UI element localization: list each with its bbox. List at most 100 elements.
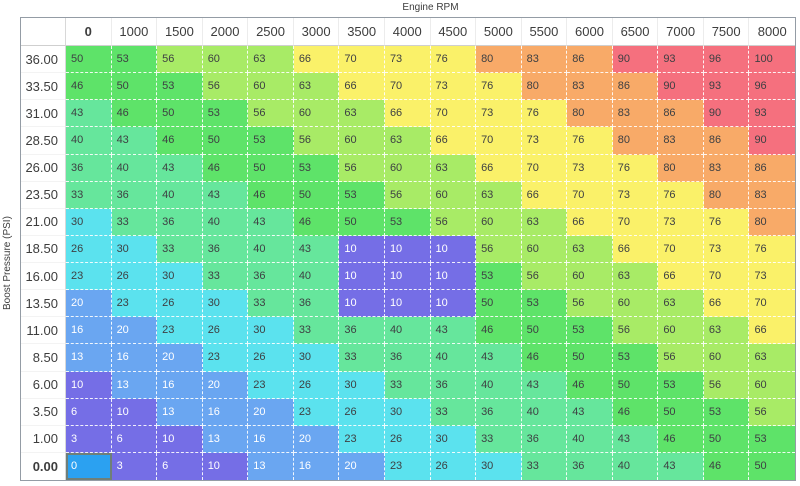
table-cell[interactable]: 36 xyxy=(339,317,385,345)
table-cell[interactable]: 46 xyxy=(521,344,568,372)
table-cell[interactable]: 76 xyxy=(476,73,522,101)
table-cell[interactable]: 26 xyxy=(66,235,112,263)
table-cell[interactable]: 50 xyxy=(612,371,659,399)
table-cell[interactable]: 33 xyxy=(339,344,385,372)
table-cell[interactable]: 43 xyxy=(157,154,203,182)
table-cell[interactable]: 10 xyxy=(339,263,385,291)
table-cell[interactable]: 83 xyxy=(612,100,659,128)
table-cell[interactable]: 16 xyxy=(157,371,203,399)
table-cell[interactable]: 36 xyxy=(157,208,203,236)
row-header[interactable]: 1.00 xyxy=(21,425,66,453)
table-cell[interactable]: 56 xyxy=(658,344,704,372)
table-cell[interactable]: 50 xyxy=(476,290,522,318)
column-header[interactable]: 5500 xyxy=(521,18,568,46)
table-cell[interactable]: 53 xyxy=(521,290,568,318)
table-cell[interactable]: 66 xyxy=(749,317,795,345)
table-cell[interactable]: 50 xyxy=(749,452,795,480)
table-cell[interactable]: 20 xyxy=(66,290,112,318)
table-cell[interactable]: 26 xyxy=(293,371,340,399)
table-cell[interactable]: 53 xyxy=(202,100,249,128)
table-cell[interactable]: 63 xyxy=(430,154,477,182)
table-cell[interactable]: 60 xyxy=(567,263,613,291)
table-cell[interactable]: 10 xyxy=(66,371,112,399)
table-cell[interactable]: 26 xyxy=(384,425,431,453)
table-cell[interactable]: 10 xyxy=(339,290,385,318)
table-cell[interactable]: 83 xyxy=(521,46,568,74)
row-header[interactable]: 36.00 xyxy=(21,46,66,74)
column-header[interactable]: 6500 xyxy=(612,18,659,46)
row-header[interactable]: 16.00 xyxy=(21,263,66,291)
table-cell[interactable]: 56 xyxy=(430,208,477,236)
table-cell[interactable]: 60 xyxy=(202,46,249,74)
table-cell[interactable]: 10 xyxy=(202,452,249,480)
table-cell[interactable]: 63 xyxy=(703,317,750,345)
table-cell[interactable]: 43 xyxy=(248,208,294,236)
table-cell[interactable]: 36 xyxy=(202,235,249,263)
table-cell[interactable]: 30 xyxy=(202,290,249,318)
table-cell[interactable]: 96 xyxy=(703,46,750,74)
column-header[interactable]: 8000 xyxy=(749,18,795,46)
column-header[interactable]: 1500 xyxy=(157,18,203,46)
column-header[interactable]: 4000 xyxy=(384,18,431,46)
table-cell[interactable]: 43 xyxy=(111,127,158,155)
table-cell[interactable]: 40 xyxy=(476,371,522,399)
table-cell[interactable]: 36 xyxy=(293,290,340,318)
table-cell[interactable]: 26 xyxy=(430,452,477,480)
table-cell[interactable]: 56 xyxy=(339,154,385,182)
table-cell[interactable]: 83 xyxy=(567,73,613,101)
table-cell[interactable]: 50 xyxy=(111,73,158,101)
table-cell[interactable]: 73 xyxy=(430,73,477,101)
table-cell[interactable]: 56 xyxy=(202,73,249,101)
table-cell[interactable]: 30 xyxy=(476,452,522,480)
table-cell[interactable]: 50 xyxy=(157,100,203,128)
table-cell[interactable]: 13 xyxy=(248,452,294,480)
table-cell[interactable]: 20 xyxy=(293,425,340,453)
table-cell[interactable]: 53 xyxy=(339,181,385,209)
table-cell[interactable]: 20 xyxy=(202,371,249,399)
table-cell[interactable]: 13 xyxy=(66,344,112,372)
table-cell[interactable]: 40 xyxy=(66,127,112,155)
table-cell[interactable]: 73 xyxy=(521,127,568,155)
table-cell[interactable]: 63 xyxy=(749,344,795,372)
table-cell[interactable]: 53 xyxy=(476,263,522,291)
table-cell[interactable]: 56 xyxy=(293,127,340,155)
table-cell[interactable]: 43 xyxy=(66,100,112,128)
table-cell[interactable]: 60 xyxy=(476,208,522,236)
table-cell[interactable]: 36 xyxy=(248,263,294,291)
table-cell[interactable]: 86 xyxy=(703,127,750,155)
table-cell[interactable]: 26 xyxy=(202,317,249,345)
column-header[interactable]: 3500 xyxy=(339,18,385,46)
row-header[interactable]: 26.00 xyxy=(21,154,66,182)
table-cell[interactable]: 53 xyxy=(703,398,750,426)
table-cell[interactable]: 63 xyxy=(521,208,568,236)
table-cell[interactable]: 46 xyxy=(703,452,750,480)
table-cell[interactable]: 53 xyxy=(293,154,340,182)
table-cell[interactable]: 16 xyxy=(111,344,158,372)
table-cell[interactable]: 80 xyxy=(612,127,659,155)
table-cell[interactable]: 46 xyxy=(157,127,203,155)
table-cell[interactable]: 56 xyxy=(749,398,795,426)
table-cell[interactable]: 40 xyxy=(567,425,613,453)
table-cell[interactable]: 53 xyxy=(612,344,659,372)
table-cell[interactable]: 30 xyxy=(66,208,112,236)
table-cell[interactable]: 63 xyxy=(476,181,522,209)
table-cell[interactable]: 43 xyxy=(567,398,613,426)
table-cell[interactable]: 83 xyxy=(703,154,750,182)
table-cell[interactable]: 66 xyxy=(476,154,522,182)
table-cell[interactable]: 56 xyxy=(567,290,613,318)
table-cell[interactable]: 90 xyxy=(749,127,795,155)
table-cell[interactable]: 76 xyxy=(430,46,477,74)
table-cell[interactable]: 66 xyxy=(612,235,659,263)
table-cell[interactable]: 60 xyxy=(749,371,795,399)
table-cell[interactable]: 93 xyxy=(749,100,795,128)
table-cell[interactable]: 66 xyxy=(703,290,750,318)
table-cell[interactable]: 36 xyxy=(476,398,522,426)
table-cell[interactable]: 23 xyxy=(384,452,431,480)
table-cell[interactable]: 33 xyxy=(157,235,203,263)
table-cell[interactable]: 36 xyxy=(430,371,477,399)
table-cell[interactable]: 80 xyxy=(567,100,613,128)
table-cell[interactable]: 80 xyxy=(476,46,522,74)
table-cell[interactable]: 43 xyxy=(521,371,568,399)
table-cell[interactable]: 26 xyxy=(248,344,294,372)
table-cell[interactable]: 50 xyxy=(567,344,613,372)
